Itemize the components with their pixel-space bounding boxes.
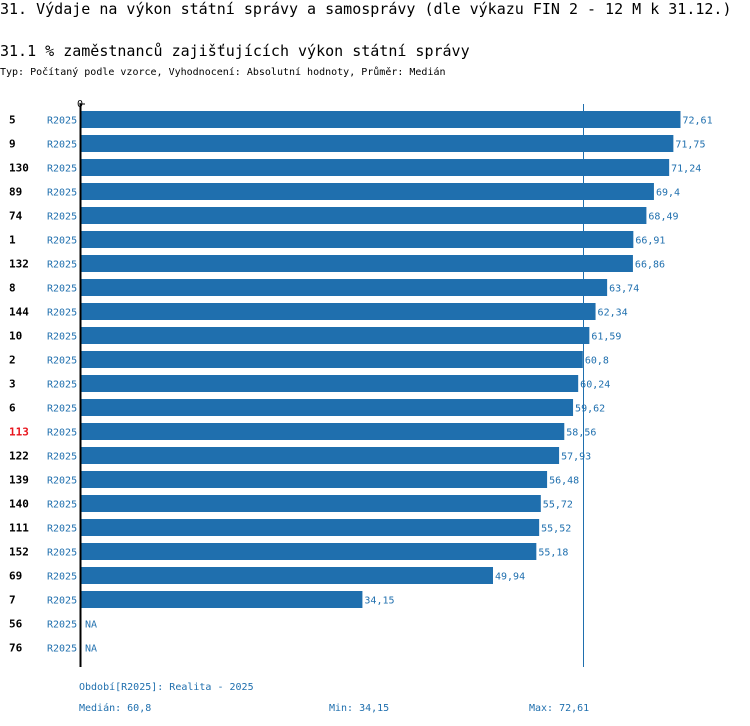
value-label: 60,24 bbox=[580, 380, 610, 391]
bar bbox=[80, 207, 647, 224]
value-label: 59,62 bbox=[575, 404, 605, 415]
category-label: 113 bbox=[9, 426, 29, 439]
value-label: 71,75 bbox=[675, 140, 705, 151]
category-label: 6 bbox=[9, 402, 16, 415]
chart-meta: Typ: Počítaný podle vzorce, Vyhodnocení:… bbox=[0, 67, 446, 78]
footer-max: Max: 72,61 bbox=[529, 703, 590, 714]
period-label: R2025 bbox=[47, 236, 77, 247]
value-label: 55,18 bbox=[538, 548, 568, 559]
value-label: 60,8 bbox=[585, 356, 609, 367]
bar bbox=[80, 495, 541, 512]
bar bbox=[80, 255, 633, 272]
period-label: R2025 bbox=[47, 548, 77, 559]
period-label: R2025 bbox=[47, 260, 77, 271]
value-label: 57,93 bbox=[561, 452, 591, 463]
period-label: R2025 bbox=[47, 572, 77, 583]
period-label: R2025 bbox=[47, 404, 77, 415]
value-label: NA bbox=[85, 620, 97, 631]
bar bbox=[80, 279, 608, 296]
period-label: R2025 bbox=[47, 380, 77, 391]
value-label: 55,52 bbox=[541, 524, 571, 535]
value-label: 68,49 bbox=[648, 212, 678, 223]
category-label: 10 bbox=[9, 330, 22, 343]
category-label: 111 bbox=[9, 522, 29, 535]
category-label: 56 bbox=[9, 618, 23, 631]
value-label: NA bbox=[85, 644, 97, 655]
value-label: 58,56 bbox=[566, 428, 596, 439]
value-label: 34,15 bbox=[364, 596, 394, 607]
category-label: 8 bbox=[9, 282, 16, 295]
category-label: 76 bbox=[9, 642, 23, 655]
value-label: 56,48 bbox=[549, 476, 579, 487]
bar bbox=[80, 591, 363, 608]
value-label: 62,34 bbox=[598, 308, 628, 319]
period-label: R2025 bbox=[47, 476, 77, 487]
period-label: R2025 bbox=[47, 116, 77, 127]
chart-subtitle: 31.1 % zaměstnanců zajišťujících výkon s… bbox=[0, 42, 470, 60]
bar bbox=[80, 471, 548, 488]
period-label: R2025 bbox=[47, 452, 77, 463]
value-label: 49,94 bbox=[495, 572, 525, 583]
value-label: 66,86 bbox=[635, 260, 665, 271]
bar bbox=[80, 567, 494, 584]
category-label: 152 bbox=[9, 546, 29, 559]
period-label: R2025 bbox=[47, 188, 77, 199]
bar bbox=[80, 423, 565, 440]
category-label: 1 bbox=[9, 234, 16, 247]
category-label: 130 bbox=[9, 162, 29, 175]
value-label: 71,24 bbox=[671, 164, 701, 175]
category-label: 89 bbox=[9, 186, 22, 199]
category-label: 139 bbox=[9, 474, 29, 487]
bar bbox=[80, 327, 590, 344]
period-label: R2025 bbox=[47, 620, 77, 631]
bar bbox=[80, 159, 670, 176]
category-label: 7 bbox=[9, 594, 16, 607]
bar bbox=[80, 135, 674, 152]
value-label: 55,72 bbox=[543, 500, 573, 511]
period-label: R2025 bbox=[47, 500, 77, 511]
category-label: 5 bbox=[9, 114, 16, 127]
bar bbox=[80, 519, 540, 536]
period-label: R2025 bbox=[47, 644, 77, 655]
footer-period: Období[R2025]: Realita - 2025 bbox=[79, 682, 254, 693]
period-label: R2025 bbox=[47, 524, 77, 535]
value-label: 72,61 bbox=[682, 116, 712, 127]
period-label: R2025 bbox=[47, 596, 77, 607]
value-label: 63,74 bbox=[609, 284, 639, 295]
category-label: 2 bbox=[9, 354, 16, 367]
category-label: 122 bbox=[9, 450, 29, 463]
page-title: 31. Výdaje na výkon státní správy a samo… bbox=[0, 0, 732, 18]
category-label: 69 bbox=[9, 570, 22, 583]
footer-median: Medián: 60,8 bbox=[79, 703, 152, 714]
bar bbox=[80, 183, 654, 200]
bar bbox=[80, 111, 681, 128]
footer-min: Min: 34,15 bbox=[329, 703, 390, 714]
period-label: R2025 bbox=[47, 428, 77, 439]
period-label: R2025 bbox=[47, 140, 77, 151]
category-label: 74 bbox=[9, 210, 23, 223]
period-label: R2025 bbox=[47, 212, 77, 223]
category-label: 140 bbox=[9, 498, 29, 511]
value-label: 61,59 bbox=[591, 332, 621, 343]
category-label: 144 bbox=[9, 306, 29, 319]
category-label: 3 bbox=[9, 378, 16, 391]
bar bbox=[80, 399, 574, 416]
period-label: R2025 bbox=[47, 356, 77, 367]
bar bbox=[80, 543, 537, 560]
bar bbox=[80, 351, 583, 368]
bar bbox=[80, 303, 596, 320]
bar bbox=[80, 231, 634, 248]
value-label: 69,4 bbox=[656, 188, 680, 199]
bar bbox=[80, 375, 579, 392]
category-label: 132 bbox=[9, 258, 29, 271]
period-label: R2025 bbox=[47, 284, 77, 295]
period-label: R2025 bbox=[47, 308, 77, 319]
value-label: 66,91 bbox=[635, 236, 665, 247]
bar bbox=[80, 447, 560, 464]
period-label: R2025 bbox=[47, 332, 77, 343]
category-label: 9 bbox=[9, 138, 16, 151]
period-label: R2025 bbox=[47, 164, 77, 175]
